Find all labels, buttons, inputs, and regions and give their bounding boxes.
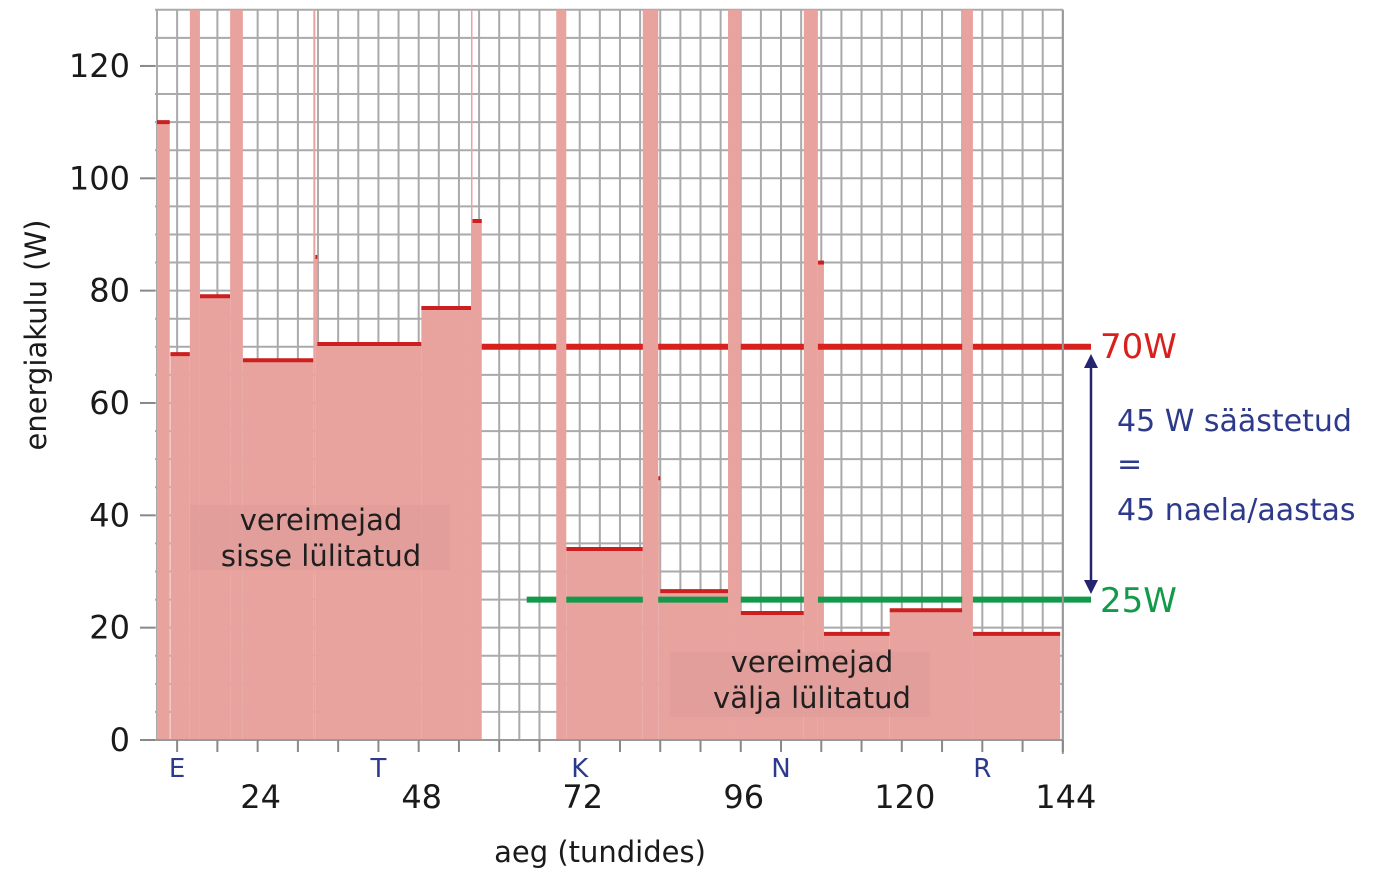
day-label: N: [771, 754, 790, 784]
y-axis-label: energiakulu (W): [19, 220, 53, 451]
annotation-on-line2: sisse lülitatud: [221, 539, 421, 573]
spike-bar: [803, 9, 818, 741]
saving-line3: 45 naela/aastas: [1117, 493, 1356, 528]
day-label: R: [973, 754, 991, 784]
spike-bar: [471, 9, 473, 741]
day-label: T: [369, 754, 386, 784]
step-bar: [817, 262, 824, 740]
step-bar: [170, 354, 190, 740]
x-tick-label: 120: [874, 778, 935, 816]
y-tick-label: 0: [110, 721, 130, 759]
step-bar: [156, 122, 170, 740]
spike-bar: [962, 9, 973, 741]
saving-line2: =: [1117, 447, 1142, 482]
y-tick-label: 80: [89, 272, 130, 310]
step-bar: [972, 633, 1061, 740]
y-tick-label: 40: [89, 496, 130, 534]
annotation-off-box: [670, 652, 930, 717]
spike-bar: [230, 9, 243, 741]
step-bar: [315, 256, 318, 740]
x-axis-label: aeg (tundides): [494, 835, 706, 869]
saving-line1: 45 W säästetud: [1117, 404, 1352, 439]
x-tick-label: 96: [723, 778, 764, 816]
x-tick-label: 24: [240, 778, 281, 816]
step-bar: [566, 549, 643, 740]
day-label: E: [169, 754, 185, 784]
spike-bar: [313, 9, 316, 741]
arrow-head-down-icon: [1084, 580, 1098, 594]
y-tick-label: 20: [89, 609, 130, 647]
spike-bar: [556, 9, 567, 741]
axes: 24 48 72 96 120 144 0 20 40 60 80 100 120 E T K N R: [69, 9, 1096, 816]
annotation-off-line2: välja lülitatud: [713, 681, 911, 715]
ref-label-70w: 70W: [1100, 327, 1177, 367]
annotation-on-line1: vereimejad: [240, 503, 403, 537]
step-bar: [658, 478, 661, 740]
spike-bar: [189, 9, 200, 741]
day-label: K: [571, 754, 589, 784]
y-tick-label: 100: [69, 159, 130, 197]
ref-label-25w: 25W: [1100, 581, 1177, 621]
annotation-off-line1: vereimejad: [731, 645, 894, 679]
consumption-spikes: [189, 9, 973, 741]
spike-bar: [642, 9, 659, 741]
x-tick-label: 144: [1035, 778, 1096, 816]
step-bar: [472, 220, 482, 740]
y-tick-label: 120: [69, 47, 130, 85]
x-tick-label: 72: [562, 778, 603, 816]
annotation-on-box: [190, 505, 450, 570]
spike-bar: [728, 9, 741, 741]
arrow-head-up-icon: [1084, 354, 1098, 368]
y-tick-label: 60: [89, 384, 130, 422]
x-tick-label: 48: [401, 778, 442, 816]
